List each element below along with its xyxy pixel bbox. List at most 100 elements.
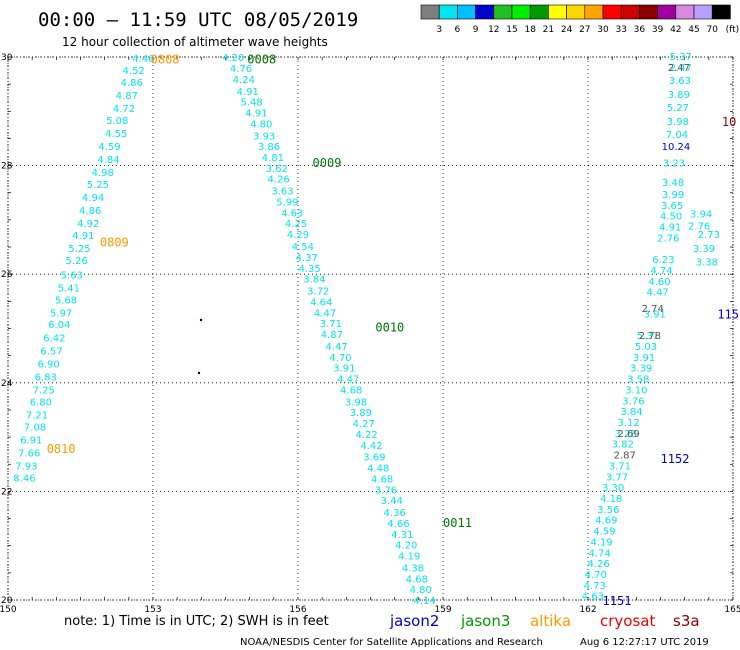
colorbar-swatch — [675, 4, 695, 20]
colorbar-label: 39 — [652, 25, 664, 35]
colorbar: 3 6 9 12 15 18 21 24 27 30 33 36 39 42 45 70 (ft) — [420, 4, 739, 35]
chart-subtitle: 12 hour collection of altimeter wave hei… — [62, 35, 328, 49]
wave-height-label: 3.69 — [363, 453, 385, 464]
y-tick-label: 22 — [1, 487, 12, 497]
wave-height-label: 5.48 — [240, 98, 262, 109]
colorbar-label: 30 — [597, 25, 609, 35]
wave-height-label: 4.87 — [116, 91, 138, 102]
colorbar-swatch — [511, 4, 531, 20]
wave-height-label: 6.23 — [652, 255, 674, 266]
colorbar-swatch — [529, 4, 549, 20]
wave-height-label: 3.39 — [630, 364, 652, 375]
wave-height-label: 3.98 — [667, 117, 689, 128]
y-tick-label: 26 — [1, 270, 13, 280]
wave-height-label: 2.73 — [698, 230, 720, 241]
pass-time-label: 0008 — [247, 53, 276, 67]
wave-height-label: 4.48 — [367, 464, 389, 475]
wave-height-label: 3.48 — [662, 178, 684, 189]
legend-entry: cryosat — [600, 612, 655, 630]
footer-credit: NOAA/NESDIS Center for Satellite Applica… — [240, 637, 543, 648]
wave-height-label: 4.19 — [398, 552, 420, 563]
wave-height-label: 4.27 — [353, 419, 375, 430]
plot-axes — [7, 56, 734, 601]
colorbar-label: 33 — [615, 25, 626, 35]
wave-height-label: 3.86 — [258, 142, 280, 153]
wave-height-label: 4.47 — [326, 342, 348, 353]
colorbar-label: 18 — [524, 25, 536, 35]
wave-height-label: 4.25 — [285, 219, 307, 230]
colorbar-swatch — [584, 4, 604, 20]
wave-height-label: 4.86 — [79, 206, 101, 217]
wave-height-label: 3.93 — [253, 131, 275, 142]
wave-height-label-gray: 2.74 — [642, 304, 664, 315]
wave-height-label: 5.25 — [87, 180, 109, 191]
wave-height-label: 4.91 — [659, 223, 681, 234]
wave-height-label: 4.24 — [233, 75, 255, 86]
wave-height-label: 4.19 — [590, 537, 612, 548]
wave-height-label: 5.26 — [66, 256, 88, 267]
pass-time-label: 0809 — [100, 236, 129, 250]
wave-height-label: 4.76 — [230, 64, 252, 75]
x-tick-label: 165 — [724, 605, 740, 615]
pass-time-label: 0011 — [443, 516, 472, 530]
wave-height-label: 4.92 — [77, 219, 99, 230]
colorbar-label: 15 — [506, 25, 517, 35]
wave-height-label: 4.55 — [105, 129, 127, 140]
wave-height-label: 3.38 — [696, 257, 718, 268]
wave-height-label: 3.63 — [271, 187, 293, 198]
wave-height-label: 3.94 — [690, 209, 712, 220]
colorbar-swatch — [639, 4, 658, 20]
wave-height-label: 7.21 — [26, 410, 48, 421]
y-tick-label: 30 — [1, 53, 13, 63]
colorbar-label: 70 — [706, 25, 718, 35]
wave-height-label: 6.57 — [40, 346, 62, 357]
wave-height-label: 4.70 — [329, 353, 351, 364]
wave-height-label: 4.35 — [298, 264, 320, 275]
wave-height-label: 4.26 — [588, 559, 610, 570]
data-dot — [197, 371, 201, 375]
wave-height-label: 3.56 — [597, 505, 619, 516]
colorbar-swatch — [711, 4, 731, 20]
x-tick-label: 159 — [434, 605, 451, 615]
colorbar-label: 36 — [634, 25, 646, 35]
wave-height-label: 3.62 — [266, 164, 288, 175]
wave-height-label: 4.87 — [321, 330, 343, 341]
wave-height-label: 3.12 — [617, 418, 639, 429]
wave-height-label-gray: 2.87 — [614, 451, 636, 462]
colorbar-swatch — [602, 4, 622, 20]
wave-height-label: 3.44 — [381, 496, 403, 507]
wave-height-label: 4.36 — [384, 508, 406, 519]
y-tick-label: 24 — [1, 379, 13, 389]
legend-entry: altika — [530, 612, 571, 630]
wave-height-label: 3.99 — [662, 190, 684, 201]
wave-height-label: 5.03 — [635, 342, 657, 353]
wave-height-label: 4.84 — [97, 155, 119, 166]
wave-height-label: 6.80 — [30, 397, 52, 408]
wave-height-label: 2.76 — [657, 233, 679, 244]
wave-height-label: 3.65 — [661, 201, 683, 212]
wave-height-label: 4.37 — [296, 253, 318, 264]
wave-height-label: 2.47 — [670, 63, 692, 74]
wave-height-labels: 4.464.524.864.874.725.084.554.594.844.98… — [13, 52, 720, 607]
wave-height-label: 4.91 — [245, 108, 267, 119]
wave-height-label: 5.63 — [61, 270, 83, 281]
pass-time-label: 115 — [717, 307, 739, 321]
colorbar-swatch — [475, 4, 495, 20]
colorbar-swatch — [420, 4, 440, 20]
wave-height-label: 4.74 — [650, 266, 672, 277]
x-tick-label: 162 — [579, 605, 596, 615]
wave-height-label: 7.66 — [18, 448, 40, 459]
chart-title: 00:00 – 11:59 UTC 08/05/2019 — [38, 9, 358, 31]
footer-note: note: 1) Time is in UTC; 2) SWH is in fe… — [64, 614, 329, 629]
colorbar-swatch — [438, 4, 458, 20]
pass-time-label: 0808 — [151, 53, 180, 67]
wave-height-label: 3.76 — [622, 396, 644, 407]
wave-height-label: 3.39 — [693, 244, 715, 255]
wave-height-label: 4.72 — [113, 104, 135, 115]
wave-height-label: 3.84 — [303, 275, 325, 286]
wave-height-label: 5.27 — [667, 103, 689, 114]
wave-height-label: 4.69 — [595, 516, 617, 527]
wave-height-label: 3.63 — [669, 76, 691, 87]
wave-height-label: 4.68 — [340, 385, 362, 396]
wave-height-label: 4.20 — [222, 53, 244, 64]
